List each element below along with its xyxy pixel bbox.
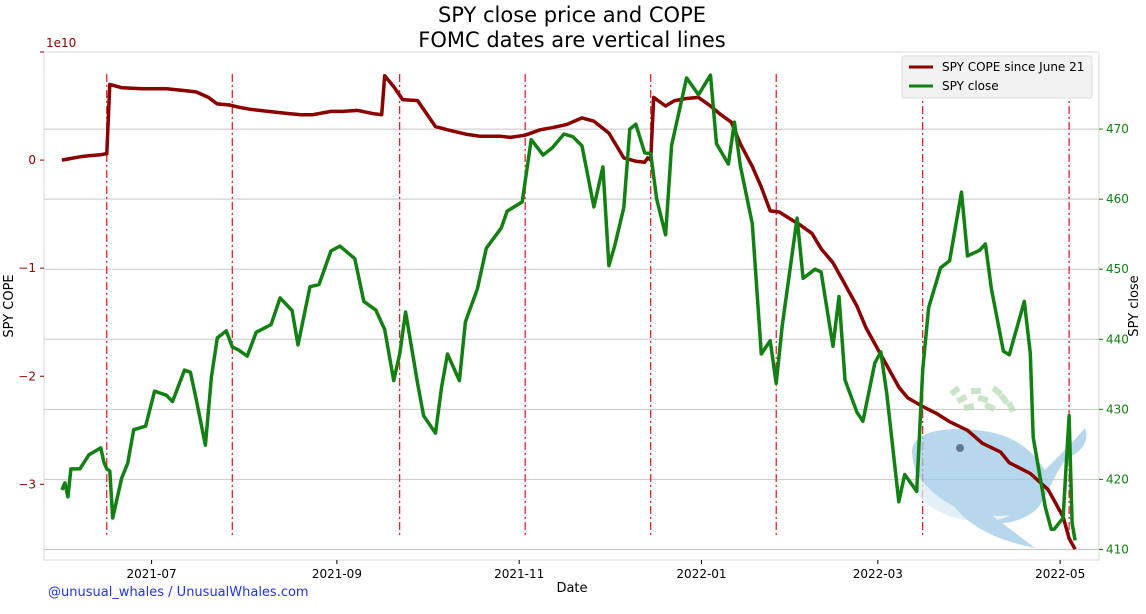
right-axis-label: SPY close	[1127, 275, 1142, 336]
whale-fin	[950, 500, 1035, 548]
x-axis-label: Date	[556, 581, 587, 596]
money-bill	[956, 394, 968, 404]
series-line-spy	[60, 73, 1077, 541]
x-axis: 2021-07 2021-09 2021-11 2022-01 2022-03 2022-…	[127, 560, 1085, 581]
grid-lines	[44, 128, 1099, 550]
money-bill	[998, 393, 1010, 405]
right-axis: 410 420 430 440 450 460 470	[1099, 122, 1129, 556]
right-tick-label: 410	[1106, 542, 1129, 556]
legend-label-spy: SPY close	[942, 79, 999, 93]
left-tick-label: −3	[18, 477, 36, 491]
money-bill	[984, 402, 996, 412]
left-offset-label: 1e10	[46, 36, 76, 50]
money-bill	[963, 402, 975, 412]
money-bill	[977, 395, 989, 403]
x-tick-label: 2021-09	[312, 567, 362, 581]
series-layer	[60, 73, 1077, 551]
right-tick-label: 470	[1106, 122, 1129, 136]
x-tick-label: 2022-05	[1035, 567, 1085, 581]
x-tick-label: 2021-11	[494, 567, 544, 581]
left-axis: 0 −1 −2 −3	[18, 51, 44, 491]
left-tick-label: −2	[18, 369, 36, 383]
chart-subtitle: FOMC dates are vertical lines	[418, 28, 725, 52]
legend-label-cope: SPY COPE since June 21	[942, 60, 1084, 74]
left-tick-label: −1	[18, 261, 36, 275]
right-tick-label: 460	[1106, 192, 1129, 206]
x-tick-label: 2022-01	[676, 567, 726, 581]
right-tick-label: 450	[1106, 262, 1129, 276]
chart-title: SPY close price and COPE	[438, 3, 706, 27]
legend: SPY COPE since June 21 SPY close	[901, 55, 1093, 99]
right-tick-label: 440	[1106, 332, 1129, 346]
right-tick-label: 430	[1106, 402, 1129, 416]
whale-belly	[915, 470, 1010, 522]
right-tick-label: 420	[1106, 472, 1129, 486]
left-axis-label: SPY COPE	[2, 274, 17, 337]
whale-eye	[956, 444, 964, 452]
x-tick-label: 2022-03	[853, 567, 903, 581]
plot-frame	[43, 51, 1100, 561]
series-line-cope	[61, 74, 1077, 551]
money-bill	[949, 385, 961, 397]
legend-box	[901, 55, 1093, 99]
money-bill	[970, 387, 982, 395]
left-tick-label: 0	[28, 153, 36, 167]
money-bill	[991, 385, 1003, 397]
watermark: @unusual_whales / UnusualWhales.com	[48, 585, 309, 600]
x-tick-label: 2021-07	[127, 567, 177, 581]
money-bill	[1006, 401, 1016, 413]
